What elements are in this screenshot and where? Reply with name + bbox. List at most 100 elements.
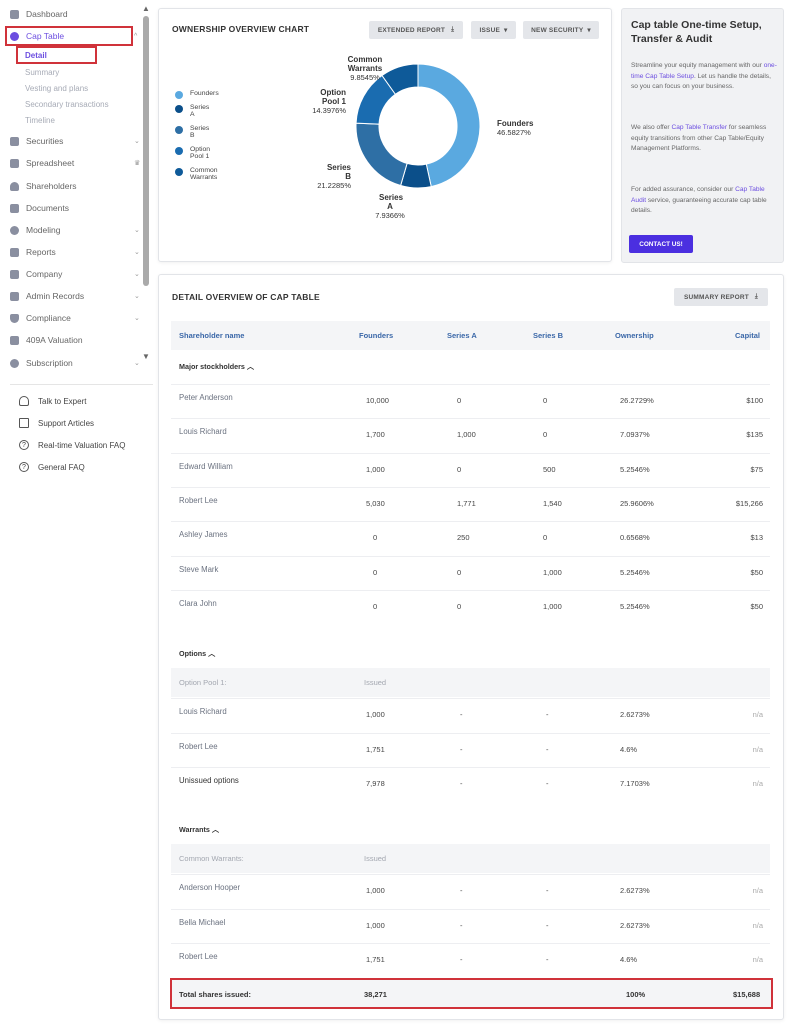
major-row-name: Steve Mark — [179, 564, 219, 574]
warrant-row-cell: 4.6% — [620, 955, 638, 964]
ownership-chart-card — [158, 8, 612, 262]
help-support-articles[interactable]: Support Articles — [19, 418, 94, 428]
major-row-name: Ashley James — [179, 530, 228, 540]
question-icon: ? — [19, 440, 29, 450]
warrant-row-cell: 1,000 — [366, 886, 385, 895]
scroll-up-arrow[interactable]: ▲ — [142, 4, 150, 13]
ownership-donut-chart — [355, 63, 481, 189]
sidebar-item-spreadsheet[interactable]: Spreadsheet ♛ — [10, 153, 140, 173]
promo-title: Cap table One-time Setup, Transfer & Aud… — [631, 19, 762, 45]
help-general-faq[interactable]: ? General FAQ — [19, 462, 85, 472]
total-shares: 38,271 — [364, 990, 387, 999]
donut-slice-common-warrants[interactable] — [381, 63, 419, 95]
sidebar: ▲ ▼ Dashboard Cap Table ^ Detail Summary … — [0, 0, 153, 1024]
major-row-cell: $50 — [750, 601, 763, 611]
major-row-cell: 250 — [457, 533, 470, 543]
sidebar-sub-vesting[interactable]: Vesting and plans — [25, 84, 89, 93]
warrant-row-cell: 2.6273% — [620, 886, 650, 895]
sidebar-item-documents[interactable]: Documents — [10, 198, 69, 218]
option-row-cell: 7,978 — [366, 779, 385, 788]
section-options[interactable]: Options ︿ — [179, 649, 216, 658]
issue-button[interactable]: ISSUE ▾ — [471, 21, 516, 39]
admin-icon — [10, 291, 19, 301]
option-row-cell: 1,000 — [366, 710, 385, 719]
warrant-row-name: Anderson Hooper — [179, 883, 241, 892]
sidebar-item-securities[interactable]: Securities ⌄ — [10, 131, 140, 151]
option-row-cell: 1,751 — [366, 744, 385, 754]
warrant-row-cell: - — [546, 920, 549, 930]
pie-chart-icon — [10, 31, 19, 41]
link-cap-table-audit[interactable]: Cap Table Audit — [631, 186, 765, 204]
option-row-cell: - — [546, 744, 549, 754]
warrant-row-cell: - — [460, 955, 463, 964]
option-row-name: Robert Lee — [179, 741, 218, 751]
sidebar-sub-detail[interactable]: Detail — [25, 51, 47, 60]
help-valuation-faq[interactable]: ? Real-time Valuation FAQ — [19, 440, 125, 450]
setup-promo-card: Cap table One-time Setup, Transfer & Aud… — [621, 8, 784, 263]
option-row-cell: n/a — [752, 779, 763, 788]
major-row-cell: 0.6568% — [620, 533, 650, 543]
sidebar-item-compliance[interactable]: Compliance ⌄ — [10, 308, 140, 328]
common-warrants-label: Common Warrants: — [179, 854, 244, 863]
option-row-cell: - — [460, 779, 463, 788]
warrant-row-cell: n/a — [752, 920, 763, 930]
col-shareholder-name: Shareholder name — [179, 331, 245, 340]
table-card-title: DETAIL OVERVIEW OF CAP TABLE — [172, 292, 320, 302]
sidebar-divider — [10, 384, 153, 385]
donut-slice-series-b[interactable] — [355, 122, 408, 187]
major-row-cell: 0 — [543, 533, 548, 543]
summary-report-button[interactable]: SUMMARY REPORT ⤓ — [674, 288, 768, 306]
sidebar-item-admin-records[interactable]: Admin Records ⌄ — [10, 286, 140, 306]
warrant-row-name: Bella Michael — [179, 917, 226, 927]
extended-report-button[interactable]: EXTENDED REPORT ⤓ — [369, 21, 463, 39]
sidebar-item-company[interactable]: Company ⌄ — [10, 264, 140, 284]
major-row-cell: $135 — [746, 430, 763, 440]
sidebar-item-subscription[interactable]: Subscription ⌄ — [10, 353, 140, 373]
sidebar-item-modeling[interactable]: Modeling ⌄ — [10, 220, 140, 240]
caret-down-icon: ▾ — [587, 27, 591, 34]
sidebar-scrollbar[interactable] — [143, 16, 149, 286]
chevron-down-icon: ⌄ — [134, 227, 140, 234]
option-row-cell: 7.1703% — [620, 779, 650, 788]
legend-swatch — [175, 126, 183, 134]
row-divider — [171, 486, 770, 488]
sidebar-sub-timeline[interactable]: Timeline — [25, 116, 55, 125]
scroll-down-arrow[interactable]: ▼ — [142, 352, 150, 361]
sidebar-sub-secondary[interactable]: Secondary transactions — [25, 100, 109, 109]
download-icon: ⤓ — [451, 26, 455, 33]
building-icon — [10, 269, 19, 279]
major-row-cell: 1,700 — [366, 430, 385, 440]
sidebar-item-shareholders[interactable]: Shareholders — [10, 176, 77, 196]
label-founders: Founders 46.5827% — [497, 119, 534, 137]
major-row-cell: $75 — [750, 464, 763, 474]
link-cap-table-transfer[interactable]: Cap Table Transfer — [671, 124, 728, 131]
major-row-name: Edward William — [179, 461, 233, 471]
donut-slice-founders[interactable] — [417, 63, 481, 188]
contact-us-button[interactable]: CONTACT US! — [629, 235, 693, 253]
major-row-cell: 0 — [457, 567, 462, 577]
help-talk-to-expert[interactable]: Talk to Expert — [19, 396, 86, 406]
major-row-cell: 5.2546% — [620, 601, 650, 611]
issued-label: Issued — [364, 854, 387, 863]
sidebar-item-cap-table[interactable]: Cap Table ^ — [10, 26, 137, 46]
section-warrants[interactable]: Warrants ︿ — [179, 825, 220, 834]
sidebar-item-reports[interactable]: Reports ⌄ — [10, 242, 140, 262]
major-row-cell: 1,000 — [457, 430, 476, 440]
sidebar-sub-summary[interactable]: Summary — [25, 68, 60, 77]
warrant-row-cell: - — [460, 886, 463, 895]
col-series-b: Series B — [533, 331, 564, 340]
major-row-cell: 0 — [373, 533, 378, 543]
col-founders: Founders — [359, 331, 394, 340]
major-row-cell: 26.2729% — [620, 396, 654, 405]
documents-icon — [10, 203, 19, 213]
sidebar-item-dashboard[interactable]: Dashboard — [10, 4, 68, 24]
option-row-cell: - — [546, 710, 549, 719]
securities-icon — [10, 136, 19, 146]
section-major-stockholders[interactable]: Major stockholders ︿ — [179, 362, 255, 371]
row-divider — [171, 589, 770, 591]
sidebar-item-409a[interactable]: 409A Valuation — [10, 330, 83, 350]
new-security-button[interactable]: NEW SECURITY ▾ — [523, 21, 599, 39]
legend-founders: Founders — [175, 90, 219, 99]
link-cap-table-setup[interactable]: one-time Cap Table Setup — [631, 62, 777, 80]
option-pool-label: Option Pool 1: — [179, 678, 227, 687]
